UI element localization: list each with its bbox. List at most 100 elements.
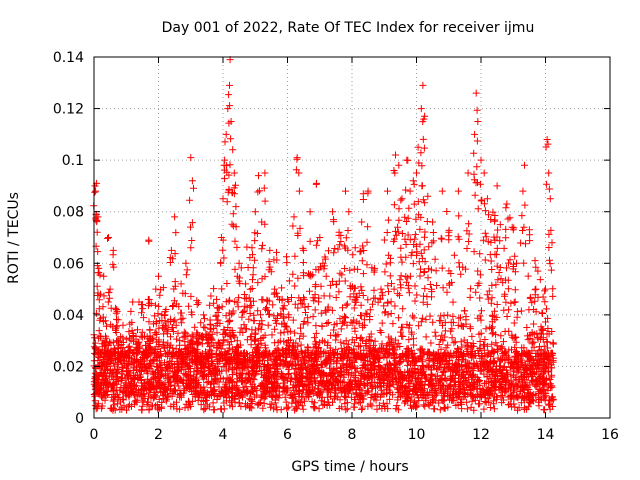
data-point bbox=[455, 315, 462, 322]
data-point bbox=[444, 312, 451, 319]
data-point bbox=[269, 301, 276, 308]
data-point bbox=[262, 198, 269, 205]
data-point bbox=[473, 90, 480, 97]
data-point bbox=[250, 271, 257, 278]
data-point bbox=[252, 327, 259, 334]
data-point bbox=[412, 231, 419, 238]
data-point bbox=[520, 260, 527, 267]
data-point bbox=[215, 305, 222, 312]
data-point bbox=[352, 244, 359, 251]
data-point bbox=[522, 240, 529, 247]
data-point bbox=[505, 306, 512, 313]
data-point bbox=[307, 208, 314, 215]
data-point bbox=[300, 259, 307, 266]
data-point bbox=[226, 297, 233, 304]
data-point bbox=[252, 208, 259, 215]
data-point bbox=[108, 305, 115, 312]
data-point bbox=[430, 405, 437, 412]
data-point bbox=[548, 267, 555, 274]
data-point bbox=[402, 187, 409, 194]
data-point bbox=[312, 322, 319, 329]
data-point bbox=[521, 162, 528, 169]
data-point bbox=[403, 241, 410, 248]
x-tick-label: 12 bbox=[472, 427, 490, 443]
y-tick-label: 0.02 bbox=[53, 359, 84, 375]
data-point bbox=[181, 329, 188, 336]
data-point bbox=[397, 254, 404, 261]
data-point bbox=[404, 157, 411, 164]
data-point bbox=[300, 406, 307, 413]
data-point bbox=[115, 316, 122, 323]
data-point bbox=[542, 286, 549, 293]
x-tick-label: 6 bbox=[283, 427, 292, 443]
data-point bbox=[461, 307, 468, 314]
data-point bbox=[505, 285, 512, 292]
data-point bbox=[504, 313, 511, 320]
data-point bbox=[241, 295, 248, 302]
data-point bbox=[243, 244, 250, 251]
data-point bbox=[293, 156, 300, 163]
data-point bbox=[311, 334, 318, 341]
data-point bbox=[487, 251, 494, 258]
data-point bbox=[473, 163, 480, 170]
data-point bbox=[456, 264, 463, 271]
data-point bbox=[425, 274, 432, 281]
data-point bbox=[430, 237, 437, 244]
data-point bbox=[463, 313, 470, 320]
data-point bbox=[452, 338, 459, 345]
data-point bbox=[478, 307, 485, 314]
data-point bbox=[91, 189, 98, 196]
data-point bbox=[336, 232, 343, 239]
data-point bbox=[413, 170, 420, 177]
data-point bbox=[364, 239, 371, 246]
data-point bbox=[296, 188, 303, 195]
data-point bbox=[494, 301, 501, 308]
data-point bbox=[352, 369, 359, 376]
data-point bbox=[132, 397, 139, 404]
data-point bbox=[229, 146, 236, 153]
data-point bbox=[242, 403, 249, 410]
data-point bbox=[539, 309, 546, 316]
data-point bbox=[424, 193, 431, 200]
data-point bbox=[549, 239, 556, 246]
data-point bbox=[478, 157, 485, 164]
data-point bbox=[512, 286, 519, 293]
data-point bbox=[273, 249, 280, 256]
data-point bbox=[207, 317, 214, 324]
data-point bbox=[344, 301, 351, 308]
data-point bbox=[485, 296, 492, 303]
data-point bbox=[401, 214, 408, 221]
data-point bbox=[266, 258, 273, 265]
data-point bbox=[429, 319, 436, 326]
data-point bbox=[291, 330, 298, 337]
data-point bbox=[427, 340, 434, 347]
data-point bbox=[502, 226, 509, 233]
data-point bbox=[410, 177, 417, 184]
data-point bbox=[396, 292, 403, 299]
x-tick-label: 4 bbox=[219, 427, 228, 443]
data-point bbox=[501, 245, 508, 252]
data-point bbox=[207, 293, 214, 300]
data-point bbox=[481, 336, 488, 343]
data-point bbox=[405, 336, 412, 343]
data-point bbox=[156, 292, 163, 299]
data-point bbox=[521, 202, 528, 209]
data-point bbox=[310, 313, 317, 320]
data-point bbox=[187, 244, 194, 251]
data-point bbox=[477, 338, 484, 345]
data-point bbox=[358, 406, 365, 413]
data-point bbox=[345, 208, 352, 215]
data-point bbox=[395, 162, 402, 169]
data-point bbox=[360, 196, 367, 203]
data-point bbox=[420, 293, 427, 300]
data-point bbox=[541, 287, 548, 294]
data-point bbox=[388, 298, 395, 305]
data-point bbox=[223, 131, 230, 138]
data-point bbox=[190, 185, 197, 192]
data-point bbox=[251, 237, 258, 244]
roti-scatter-chart: Day 001 of 2022, Rate Of TEC Index for r… bbox=[0, 0, 640, 480]
data-point bbox=[267, 401, 274, 408]
data-point bbox=[318, 283, 325, 290]
data-point bbox=[171, 317, 178, 324]
data-point bbox=[189, 219, 196, 226]
